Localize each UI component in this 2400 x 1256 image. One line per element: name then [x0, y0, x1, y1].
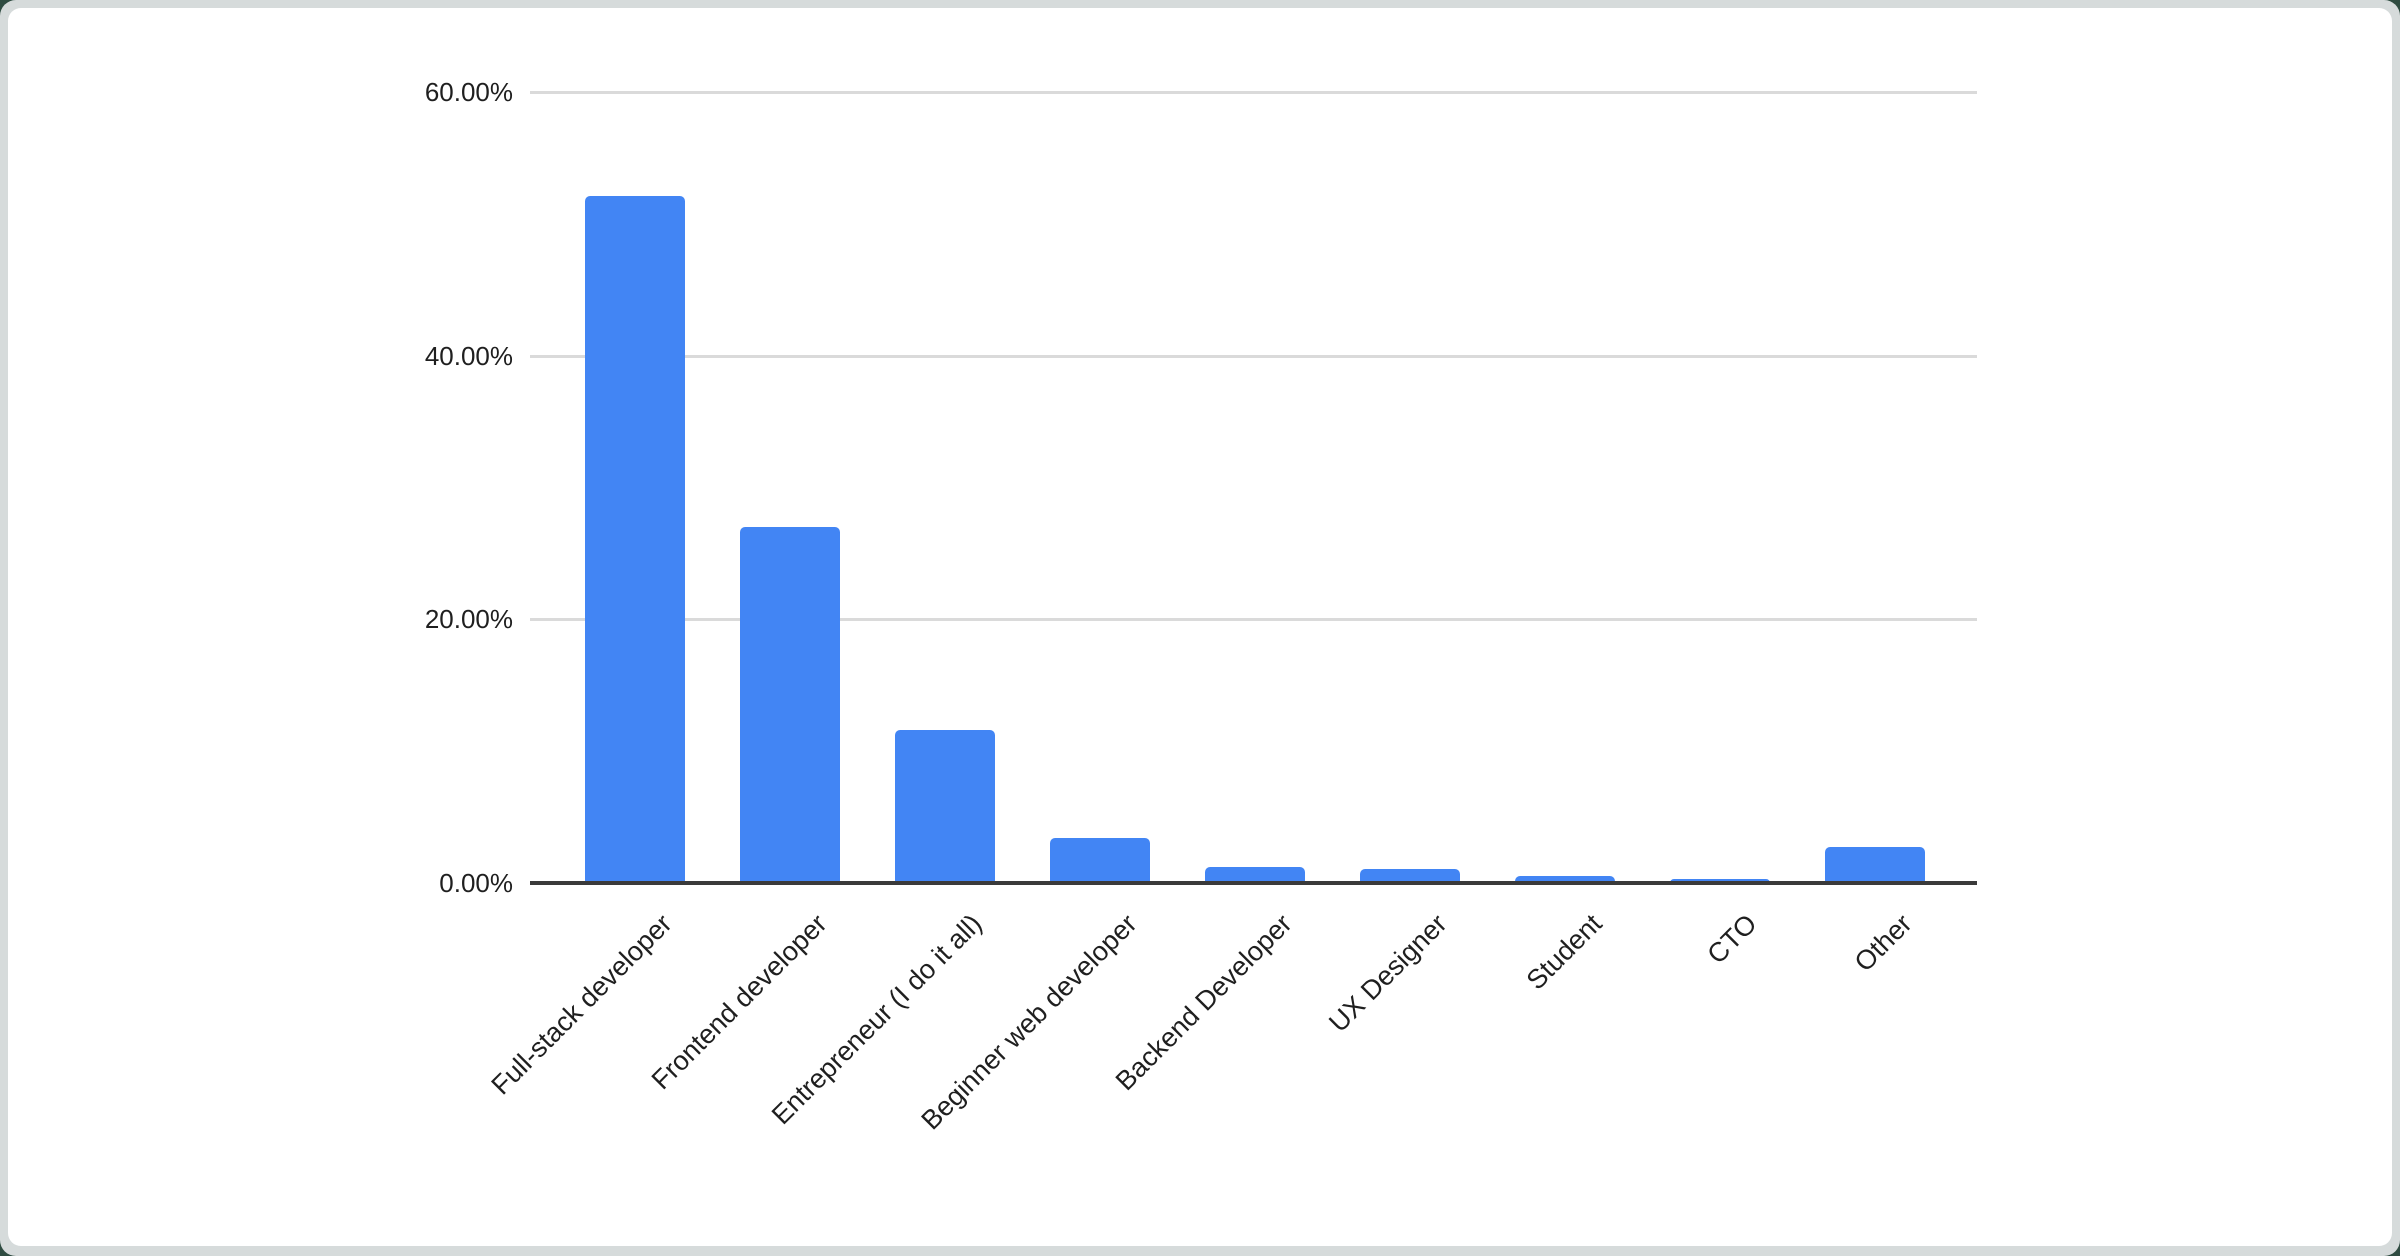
bar-backend-developer[interactable] — [1205, 867, 1305, 883]
chart-card: 0.00% 20.00% 40.00% 60.00% Full-stack devel… — [8, 8, 2392, 1246]
gridline-40 — [530, 354, 1977, 358]
gridline-20 — [530, 618, 1977, 622]
x-axis-line — [530, 881, 1977, 885]
bar-full-stack-developer[interactable] — [585, 196, 685, 883]
gridline-60 — [530, 91, 1977, 94]
y-tick-label-60: 60.00% — [424, 77, 513, 107]
y-tick-label-0: 0.00% — [439, 868, 513, 898]
bar-frontend-developer[interactable] — [740, 527, 840, 883]
bar-other[interactable] — [1825, 847, 1925, 883]
x-category-label-full-stack-developer: Full-stack developer — [485, 908, 678, 1101]
bar-chart: 0.00% 20.00% 40.00% 60.00% Full-stack devel… — [425, 77, 1977, 1136]
y-tick-label-40: 40.00% — [424, 340, 513, 371]
bar-beginner-web-developer[interactable] — [1050, 838, 1150, 883]
bar-student[interactable] — [1515, 876, 1615, 883]
y-tick-label-20: 20.00% — [424, 604, 513, 635]
bar-entrepreneur-i-do-it-all[interactable] — [895, 730, 995, 883]
bar-ux-designer[interactable] — [1360, 868, 1460, 883]
